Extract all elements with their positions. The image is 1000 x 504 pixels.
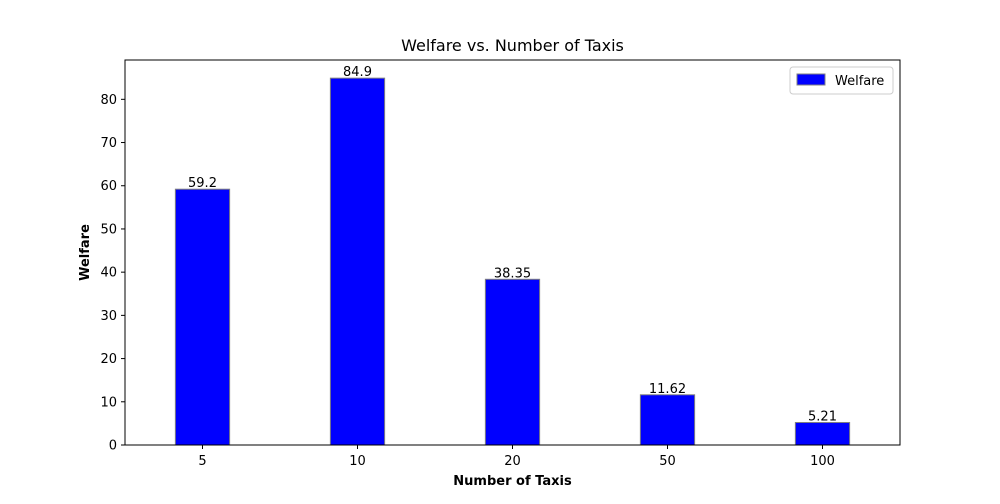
y-axis-label: Welfare <box>78 224 93 281</box>
x-axis: 5 10 20 50 100 <box>198 445 835 469</box>
y-tick-label-80: 80 <box>100 93 117 108</box>
x-tick-label-20: 20 <box>504 454 521 469</box>
legend-entry-welfare: Welfare <box>835 74 884 89</box>
y-tick-label-30: 30 <box>100 309 117 324</box>
data-label-10: 84.9 <box>343 65 372 80</box>
bar-10 <box>329 77 386 446</box>
x-tick-label-50: 50 <box>659 454 676 469</box>
x-tick-label-100: 100 <box>810 454 835 469</box>
x-tick-label-10: 10 <box>349 454 366 469</box>
y-axis: 0 10 20 30 40 50 60 70 80 <box>100 93 125 454</box>
bars-layer: 59.2 84.9 38.35 11.62 5.21 <box>174 65 851 446</box>
bar-20 <box>484 278 541 446</box>
data-label-50: 11.62 <box>649 382 686 397</box>
bar-100 <box>794 421 851 446</box>
y-tick-label-0: 0 <box>109 439 117 454</box>
y-tick-label-40: 40 <box>100 266 117 281</box>
x-axis-label: Number of Taxis <box>453 474 572 489</box>
data-label-20: 38.35 <box>494 266 531 281</box>
y-tick-label-20: 20 <box>100 352 117 367</box>
legend-swatch <box>796 73 826 86</box>
y-tick-label-70: 70 <box>100 136 117 151</box>
data-label-100: 5.21 <box>808 409 837 424</box>
y-tick-label-60: 60 <box>100 179 117 194</box>
plot-frame <box>124 59 901 446</box>
chart-title: Welfare vs. Number of Taxis <box>401 36 624 55</box>
y-tick-label-10: 10 <box>100 395 117 410</box>
bar-5 <box>174 188 231 446</box>
y-tick-label-50: 50 <box>100 222 117 237</box>
legend: Welfare <box>789 66 894 95</box>
data-label-5: 59.2 <box>188 176 217 191</box>
x-tick-label-5: 5 <box>198 454 206 469</box>
bar-50 <box>639 394 696 446</box>
